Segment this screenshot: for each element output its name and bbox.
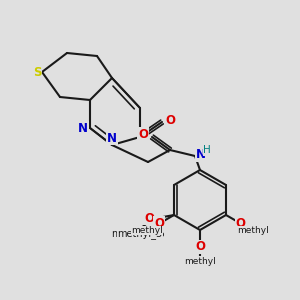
Text: O: O	[165, 113, 175, 127]
Text: O: O	[236, 217, 246, 230]
Text: methyl: methyl	[237, 226, 269, 235]
Text: H: H	[203, 145, 211, 155]
Text: S: S	[33, 65, 41, 79]
Text: methyl: methyl	[184, 256, 216, 266]
Text: methyl_5: methyl_5	[117, 229, 163, 239]
Text: methoxy_5: methoxy_5	[111, 229, 165, 239]
Text: O: O	[195, 241, 205, 254]
Text: O: O	[138, 128, 148, 140]
Text: O: O	[144, 212, 154, 224]
Text: N: N	[107, 131, 117, 145]
Text: methyl: methyl	[131, 226, 163, 235]
Text: N: N	[196, 148, 206, 161]
Text: O: O	[154, 217, 164, 230]
Text: N: N	[78, 122, 88, 134]
Text: O: O	[144, 212, 154, 224]
